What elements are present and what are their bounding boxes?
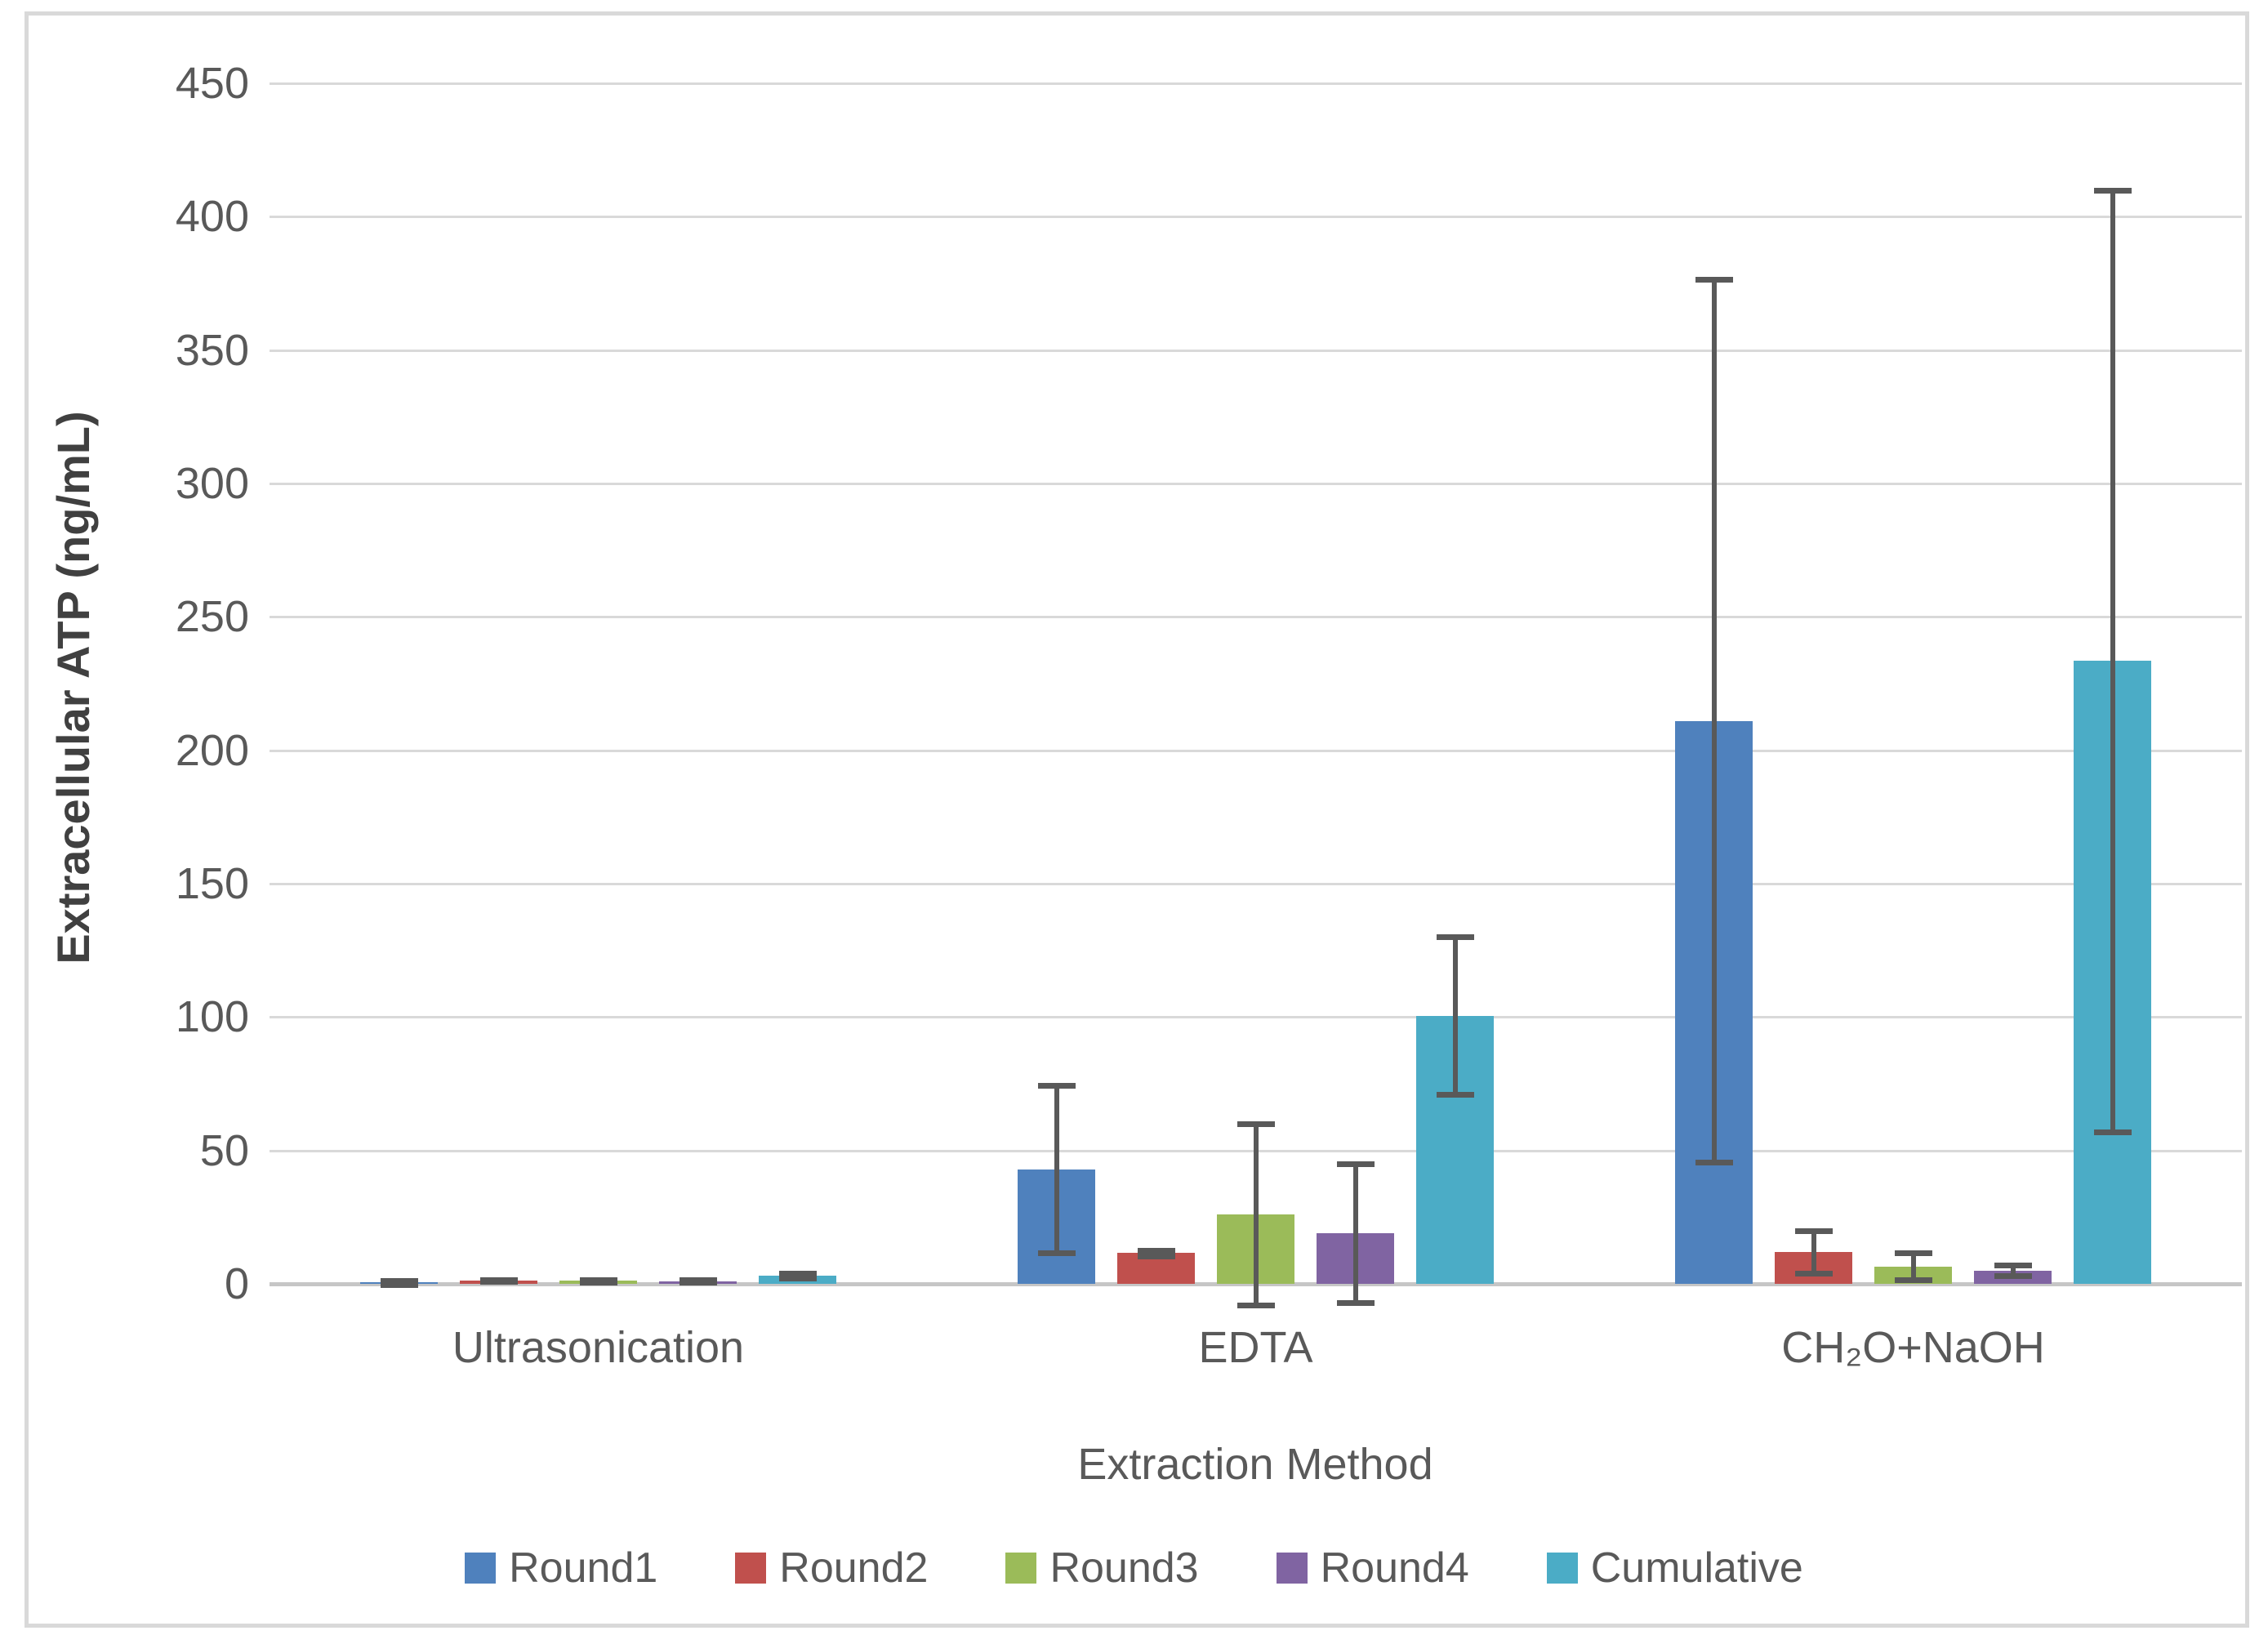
chart-border [25,11,2249,1628]
gridline [270,616,2242,619]
error-bar-cap-bottom [1994,1273,2032,1280]
error-bar [1711,279,1717,1163]
gridline [270,1016,2242,1019]
x-group-label: CH₂O+NaOH [1781,1323,2045,1372]
error-bar-cap-bottom [1894,1277,1932,1284]
error-bar-cap-bottom [1695,1160,1733,1166]
error-bar [1253,1124,1259,1306]
error-bar [1452,937,1458,1095]
legend-swatch-round2 [735,1553,767,1584]
error-bar-cap-top [1336,1161,1375,1167]
error-bar-cap-bottom [1236,1303,1275,1309]
legend-item-round4: Round4 [1276,1544,1469,1593]
y-tick-label: 250 [175,592,249,642]
gridline [270,749,2242,752]
legend-item-round2: Round2 [735,1544,928,1593]
y-tick-label: 50 [199,1125,249,1175]
error-bar [2110,189,2115,1132]
legend-swatch-round4 [1276,1553,1308,1584]
y-tick-label: 300 [175,459,249,508]
legend-label: Round1 [509,1544,658,1592]
error-bar-cap-bottom [778,1276,817,1282]
legend: Round1 Round2 Round3 Round4 Cumulative [0,1537,2268,1599]
error-bar-cap-bottom [380,1281,418,1288]
error-bar-cap-bottom [479,1279,518,1285]
error-bar-cap-bottom [1137,1253,1175,1259]
gridline [270,883,2242,885]
legend-item-round3: Round3 [1005,1544,1199,1593]
x-group-label: Ultrasonication [452,1323,745,1372]
error-bar-cap-bottom [1794,1270,1833,1276]
error-bar-cap-bottom [1436,1092,1474,1098]
error-bar [1811,1230,1816,1273]
error-bar-cap-top [2093,187,2132,194]
legend-swatch-round1 [465,1553,497,1584]
legend-item-round1: Round1 [465,1544,657,1593]
error-bar-cap-top [778,1270,817,1276]
error-bar-cap-top [1794,1227,1833,1234]
gridline [270,349,2242,352]
legend-label: Cumulative [1590,1544,1803,1592]
error-bar-cap-top [1137,1248,1175,1254]
error-bar [2010,1265,2016,1276]
legend-label: Round4 [1320,1544,1469,1592]
legend-item-cumulative: Cumulative [1546,1544,1803,1593]
legend-label: Round2 [779,1544,929,1592]
gridline [270,216,2242,219]
y-tick-label: 400 [175,192,249,242]
y-tick-label: 100 [175,992,249,1042]
error-bar [1352,1164,1358,1303]
gridline [270,82,2242,85]
error-bar-cap-bottom [679,1280,717,1286]
x-group-label: EDTA [1198,1323,1313,1372]
error-bar [1054,1085,1059,1254]
error-bar-cap-top [1894,1250,1932,1257]
error-bar-cap-top [380,1277,418,1284]
error-bar-cap-bottom [2093,1129,2132,1135]
y-tick-label: 150 [175,859,249,908]
y-tick-label: 450 [175,59,249,108]
error-bar-cap-bottom [1336,1299,1375,1306]
error-bar [1910,1253,1916,1281]
error-bar-cap-bottom [1037,1250,1076,1257]
gridline [270,483,2242,485]
legend-label: Round3 [1049,1544,1199,1592]
y-tick-label: 0 [224,1259,249,1308]
error-bar-cap-top [1695,277,1733,283]
y-tick-label: 200 [175,725,249,775]
x-axis-title: Extraction Method [1077,1440,1433,1489]
legend-swatch-round3 [1005,1553,1037,1584]
error-bar-cap-top [1037,1082,1076,1089]
error-bar-cap-top [1994,1263,2032,1269]
y-axis-title: Extracellular ATP (ng/mL) [47,411,99,965]
error-bar-cap-top [1436,934,1474,941]
y-tick-label: 350 [175,325,249,375]
error-bar-cap-top [1236,1121,1275,1127]
error-bar-cap-bottom [579,1280,617,1286]
legend-swatch-cumulative [1546,1553,1578,1584]
